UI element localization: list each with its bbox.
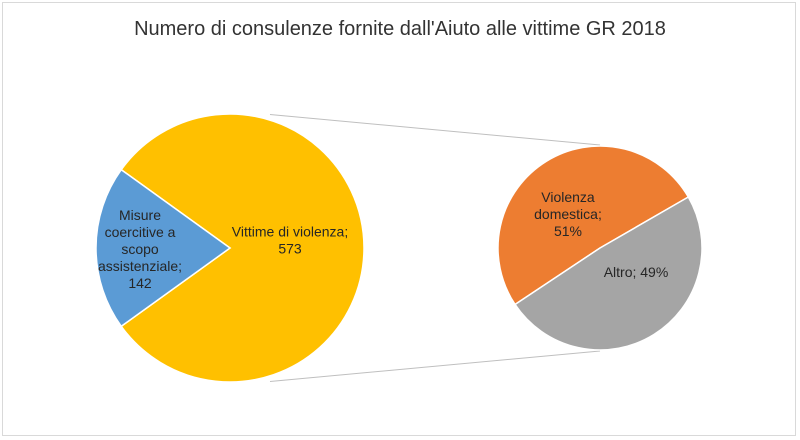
main-slice-1-label: Vittime di violenza; 573 [232,224,348,257]
data-labels: Vittime di violenza; 573 Misure coercitive … [98,189,668,291]
secondary-slice-1-label: Violenza domestica; 51% [534,189,602,239]
connector-line-top [269,114,601,146]
main-slice-2 [95,168,232,328]
chart-title: Numero di consulenze fornite dall'Aiuto … [134,18,666,40]
secondary-pie [497,145,703,351]
secondary-slice-2-label: Altro; 49% [604,264,669,280]
secondary-slice-1 [497,145,690,306]
main-slice-2-label: Misure coercitive a scopo assistenziale; 142 [98,207,182,291]
connector-lines [269,114,601,382]
connector-line-bottom [269,350,601,382]
main-pie [95,113,365,383]
secondary-slice-2 [514,195,703,351]
main-slice-1 [120,113,365,383]
